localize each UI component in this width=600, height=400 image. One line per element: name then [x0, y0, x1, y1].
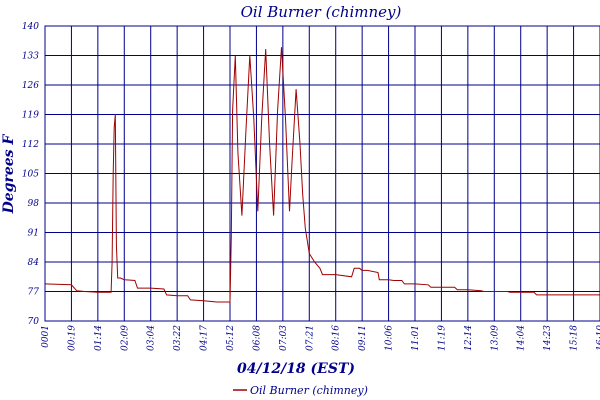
y-tick-label: 105 [22, 170, 39, 180]
y-tick-label: 126 [22, 81, 39, 91]
x-tick-label: 15:18 [570, 325, 580, 351]
x-tick-label: 0001 [41, 325, 51, 348]
y-tick-labels: 70 77 84 91 98 105 112 119 126 133 140 [22, 22, 39, 327]
y-axis-label: Degrees F [1, 134, 17, 215]
x-tick-label: 14:23 [543, 325, 553, 351]
x-tick-label: 11:19 [437, 325, 447, 351]
x-tick-label: 16:10 [596, 325, 600, 351]
y-tick-label: 119 [22, 111, 39, 121]
x-tick-label: 00:19 [67, 325, 77, 351]
x-tick-label: 14:04 [517, 325, 527, 351]
x-tick-label: 11:01 [411, 325, 421, 351]
x-tick-label: 07:21 [305, 325, 315, 351]
x-tick-label: 09:11 [358, 325, 368, 351]
legend: Oil Burner (chimney) [233, 384, 368, 397]
x-tick-label: 04:17 [200, 325, 210, 351]
x-tick-label: 08:16 [332, 325, 342, 351]
x-tick-label: 12:14 [464, 325, 474, 351]
y-tick-label: 84 [28, 258, 40, 268]
x-tick-labels: 0001 00:19 01:14 02:09 03:04 03:22 04:17 05:12 0… [41, 325, 600, 351]
x-tick-label: 10:06 [385, 325, 395, 351]
y-tick-label: 112 [22, 140, 39, 150]
y-tick-label: 140 [22, 22, 39, 32]
y-tick-label: 98 [28, 199, 40, 209]
y-tick-label: 91 [28, 229, 39, 239]
x-tick-label: 03:04 [147, 325, 157, 351]
x-tick-label: 06:08 [252, 325, 262, 351]
legend-label: Oil Burner (chimney) [250, 384, 368, 397]
plot-border [44, 25, 600, 322]
x-axis-label: 04/12/18 (EST) [237, 361, 355, 377]
x-tick-label: 01:14 [94, 325, 104, 351]
y-tick-label: 70 [28, 317, 40, 327]
x-tick-label: 03:22 [173, 325, 183, 351]
y-tick-label: 133 [22, 52, 39, 62]
y-tick-label: 77 [28, 288, 40, 298]
series-line [44, 47, 600, 303]
x-tick-label: 05:12 [226, 325, 236, 351]
chart-title: Oil Burner (chimney) [241, 3, 402, 21]
x-tick-label: 07:03 [279, 325, 289, 351]
x-tick-label: 02:09 [120, 325, 130, 351]
x-tick-label: 13:09 [490, 325, 500, 351]
